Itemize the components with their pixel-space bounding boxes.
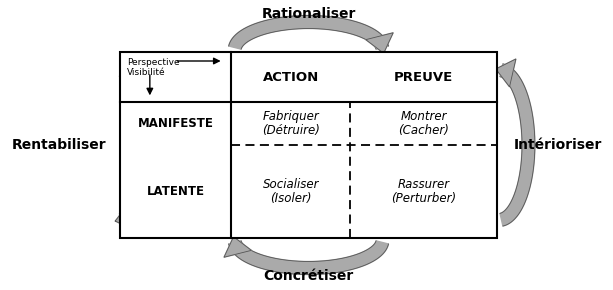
Polygon shape [224, 237, 251, 257]
Text: Montrer: Montrer [400, 110, 447, 123]
Text: MANIFESTE: MANIFESTE [138, 117, 214, 130]
Text: Rentabiliser: Rentabiliser [12, 138, 107, 152]
Text: Socialiser: Socialiser [262, 178, 319, 191]
Polygon shape [120, 64, 154, 226]
Polygon shape [229, 241, 389, 275]
Text: Fabriquer: Fabriquer [262, 110, 319, 123]
Polygon shape [229, 15, 389, 49]
Text: Concrétiser: Concrétiser [264, 269, 354, 283]
Polygon shape [500, 64, 535, 226]
Text: PREUVE: PREUVE [394, 70, 453, 84]
Text: Rassurer: Rassurer [397, 178, 449, 191]
Polygon shape [496, 59, 516, 87]
Polygon shape [115, 203, 135, 231]
Text: (Perturber): (Perturber) [391, 192, 456, 205]
Text: ACTION: ACTION [262, 70, 319, 84]
Text: (Détruire): (Détruire) [262, 124, 319, 137]
Text: (Isoler): (Isoler) [270, 192, 311, 205]
Bar [120, 52, 497, 238]
Polygon shape [366, 33, 393, 53]
Text: Perspective: Perspective [127, 58, 180, 67]
Text: LATENTE: LATENTE [147, 185, 205, 198]
Text: Intérioriser: Intérioriser [514, 138, 602, 152]
Text: Visibilité: Visibilité [127, 68, 166, 77]
Text: Rationaliser: Rationaliser [261, 7, 356, 21]
Text: (Cacher): (Cacher) [398, 124, 449, 137]
